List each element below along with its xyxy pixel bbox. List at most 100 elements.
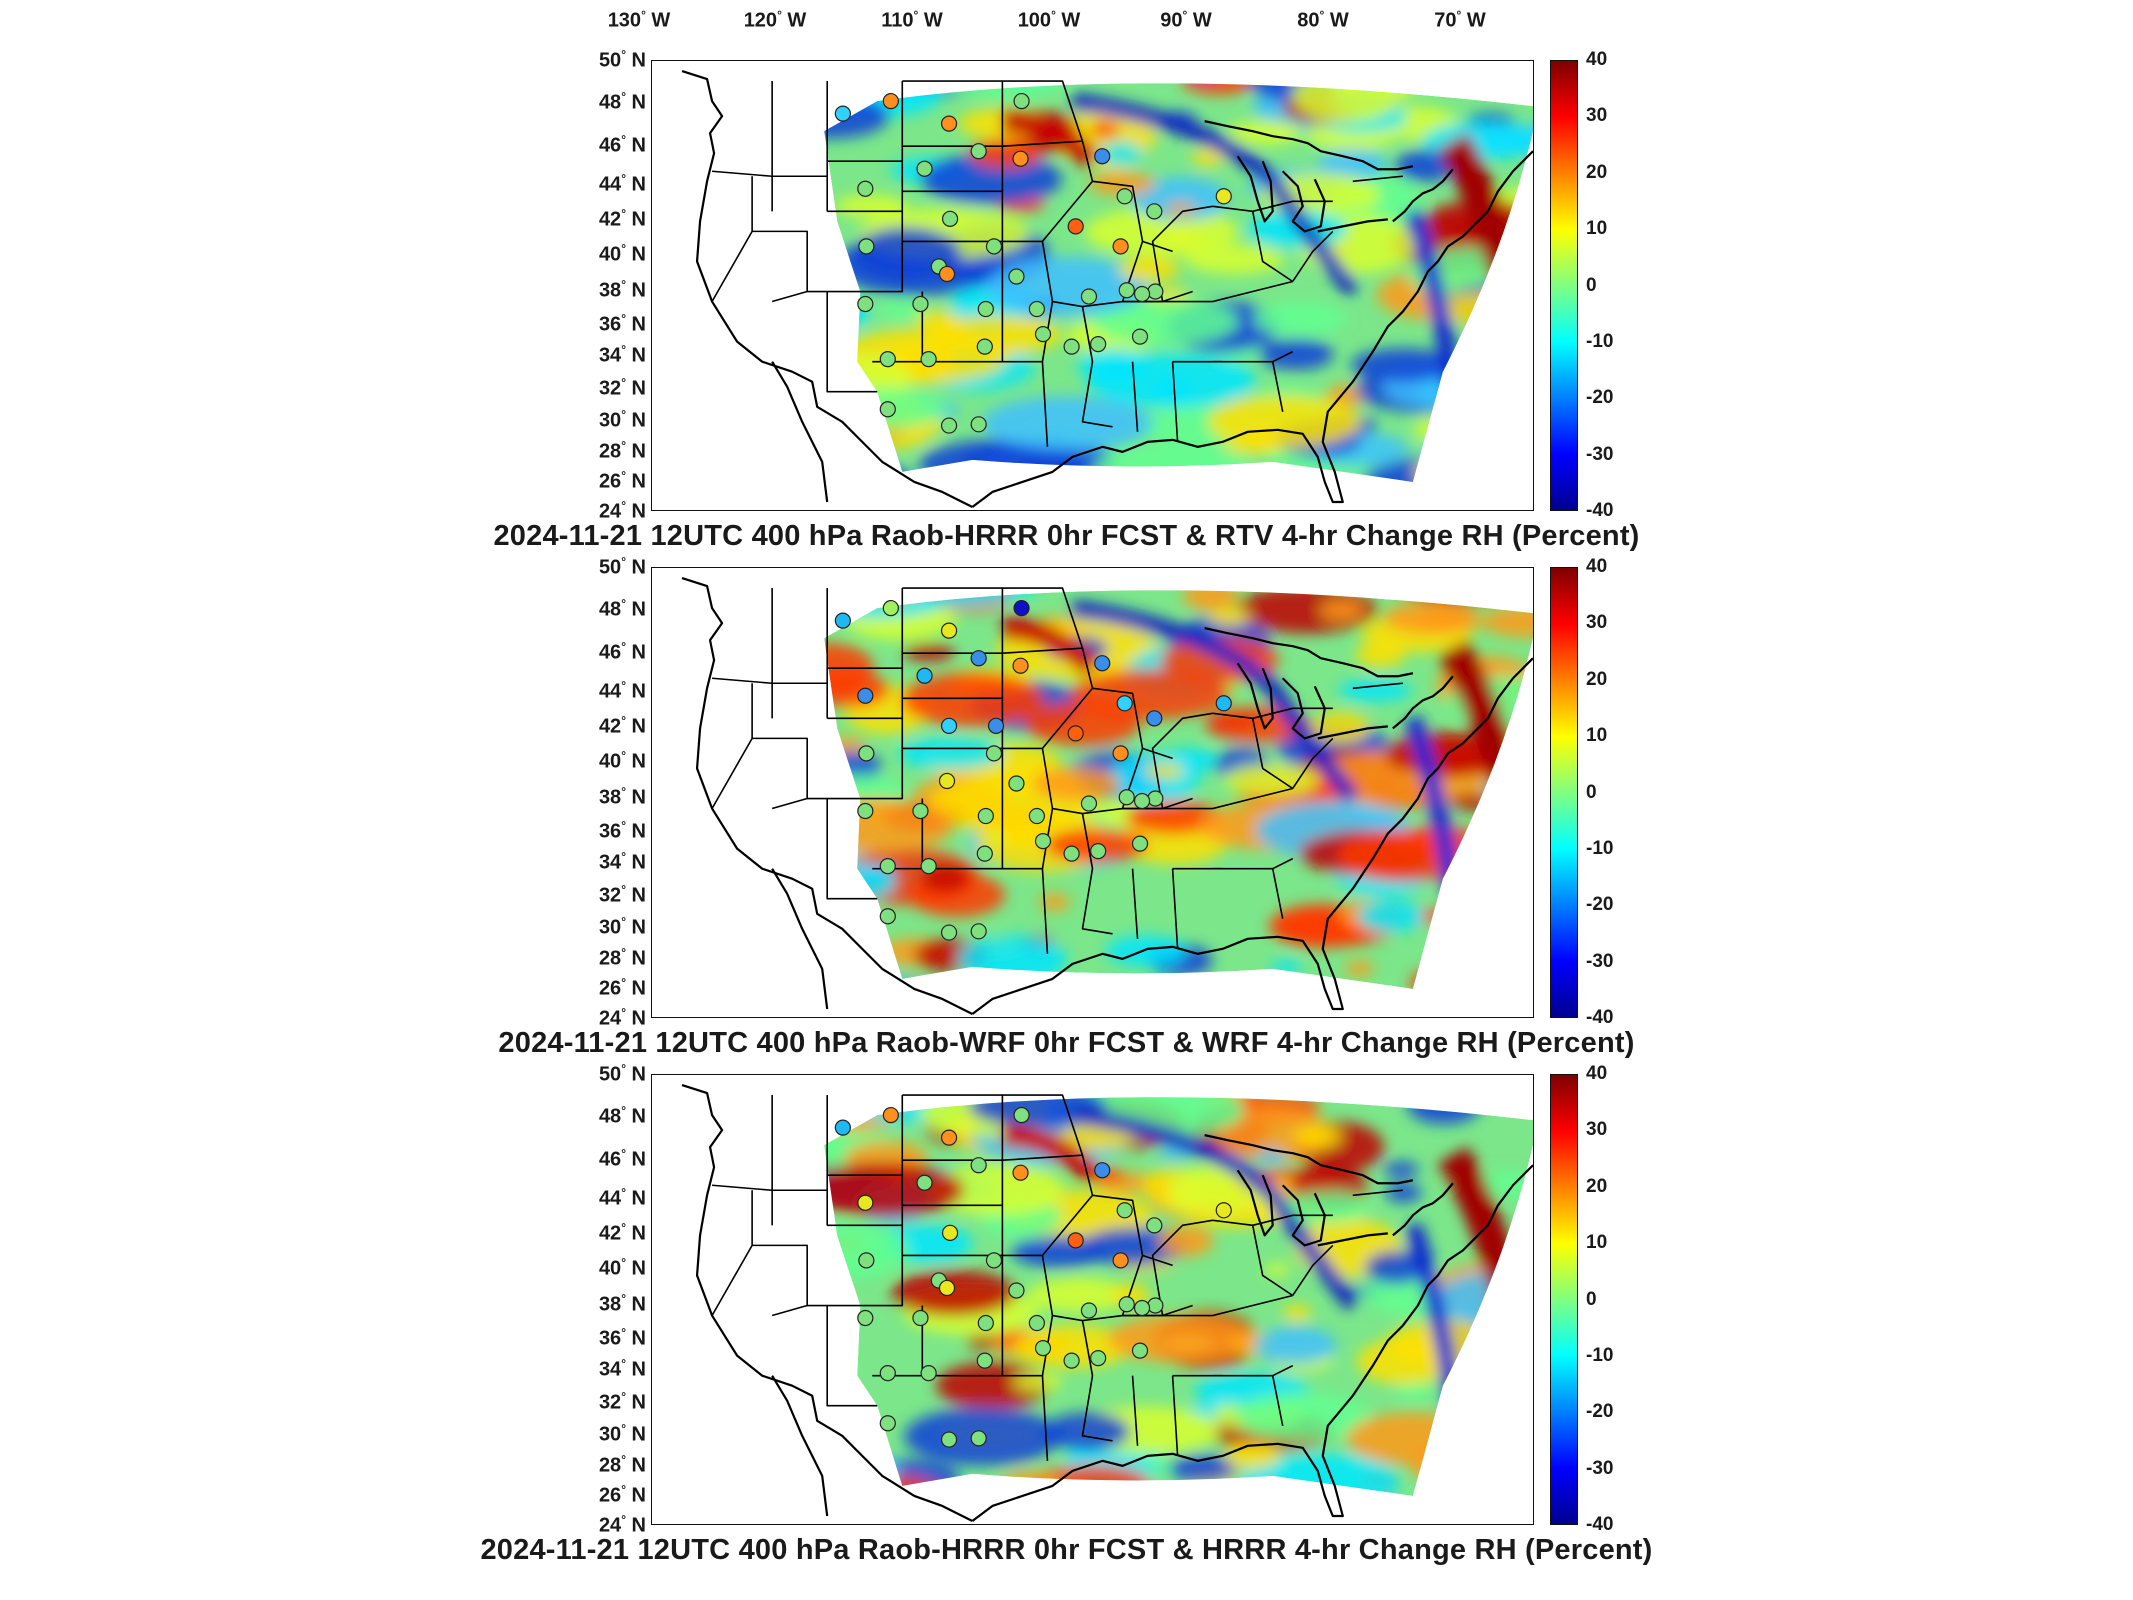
- latitude-label: 50° N: [598, 554, 646, 579]
- colorbar-tick-label: 20: [1586, 161, 1608, 183]
- latitude-label: 36° N: [598, 311, 646, 336]
- raob-station-marker: [977, 807, 994, 825]
- raob-station-marker: [858, 745, 875, 762]
- map-svg: [681, 69, 1533, 508]
- raob-station-marker: [1094, 655, 1111, 672]
- latitude-label: 26° N: [598, 468, 646, 493]
- raob-station-marker: [882, 1106, 899, 1124]
- colorbar-tick-label: -40: [1586, 500, 1614, 521]
- raob-station-marker: [1215, 1202, 1232, 1219]
- raob-station-marker: [1147, 1297, 1164, 1314]
- latitude-label: 28° N: [598, 439, 646, 463]
- raob-station-marker: [916, 160, 933, 177]
- raob-station-marker: [1034, 325, 1052, 343]
- colorbar-tick-label: 30: [1586, 1119, 1608, 1141]
- raob-station-marker: [916, 1174, 933, 1191]
- raob-station-marker: [1112, 238, 1129, 255]
- colorbar-tick-label: -10: [1586, 330, 1614, 352]
- latitude-label: 30° N: [598, 914, 646, 939]
- raob-station-marker: [1063, 1352, 1080, 1369]
- raob-station-marker: [1090, 1350, 1107, 1367]
- longitude-label: 110° W: [881, 8, 943, 32]
- raob-station-marker: [1116, 1202, 1133, 1219]
- raob-station-marker: [858, 1252, 875, 1269]
- raob-station-marker: [941, 1224, 959, 1241]
- colorbar-ticks: 40 30 20 10 0 -10 -20 -30 -40: [1586, 49, 1646, 521]
- map-panel: 50° N 48° N 46° N 44° N 42° N 40° N 38° N 36° N…: [0, 42, 2133, 554]
- latitude-label: 40° N: [598, 241, 646, 266]
- raob-station-marker: [912, 1309, 929, 1327]
- raob-station-marker: [1008, 268, 1025, 285]
- latitude-label: 24° N: [598, 498, 646, 523]
- latitude-label: 44° N: [598, 171, 646, 195]
- colorbar-tick-label: 40: [1586, 49, 1608, 70]
- longitude-label: 130° W: [607, 8, 671, 32]
- raob-station-marker: [1012, 150, 1029, 167]
- raob-station-marker: [857, 1194, 874, 1211]
- latitude-label: 34° N: [598, 1357, 646, 1381]
- raob-station-marker: [1146, 203, 1163, 220]
- raob-station-marker: [985, 1252, 1003, 1269]
- latitude-label: 44° N: [598, 678, 646, 702]
- raob-station-marker: [1008, 1282, 1025, 1299]
- longitude-label: 70° W: [1434, 8, 1486, 32]
- raob-station-marker: [920, 351, 937, 368]
- raob-station-marker: [940, 622, 958, 639]
- raob-station-marker: [985, 745, 1003, 762]
- colorbar-tick-label: -20: [1586, 894, 1614, 916]
- raob-station-marker: [920, 1365, 937, 1382]
- raob-station-marker: [858, 238, 875, 255]
- state-boundaries: [681, 1083, 1533, 1522]
- latitude-label: 40° N: [598, 748, 646, 773]
- raob-stations: [834, 1106, 1232, 1448]
- raob-station-marker: [1008, 775, 1025, 792]
- raob-station-marker: [857, 1309, 874, 1327]
- raob-station-marker: [1118, 1296, 1135, 1313]
- latitude-label: 24° N: [598, 1005, 646, 1030]
- latitude-label: 42° N: [598, 206, 646, 231]
- map-panel: 50° N 48° N 46° N 44° N 42° N 40° N 38° N 36° N…: [0, 1056, 2133, 1568]
- raob-station-marker: [1080, 795, 1098, 812]
- colorbar-ticks: 40 30 20 10 0 -10 -20 -30 -40: [1586, 556, 1646, 1028]
- latitude-label: 46° N: [598, 639, 646, 664]
- raob-station-marker: [920, 858, 937, 875]
- latitude-axis: 50° N 48° N 46° N 44° N 42° N 40° N 38° N 36° N…: [560, 48, 646, 523]
- latitude-label: 34° N: [598, 850, 646, 874]
- raob-station-marker: [940, 115, 958, 132]
- raob-station-marker: [1013, 1106, 1030, 1124]
- raob-station-marker: [1147, 283, 1164, 300]
- raob-station-marker: [1118, 282, 1135, 299]
- latitude-label: 46° N: [598, 132, 646, 157]
- raob-station-marker: [1133, 1299, 1151, 1317]
- raob-station-marker: [879, 908, 896, 925]
- latitude-label: 40° N: [598, 1255, 646, 1280]
- raob-station-marker: [940, 1129, 958, 1146]
- latitude-label: 38° N: [598, 784, 646, 809]
- latitude-label: 36° N: [598, 1325, 646, 1350]
- colorbar-tick-label: -30: [1586, 950, 1614, 972]
- raob-station-marker: [1067, 725, 1084, 742]
- latitude-label: 50° N: [598, 47, 646, 72]
- latitude-label: 24° N: [598, 1512, 646, 1537]
- raob-station-marker: [857, 687, 874, 704]
- latitude-axis: 50° N 48° N 46° N 44° N 42° N 40° N 38° N 36° N…: [560, 1062, 646, 1537]
- raob-station-marker: [1063, 338, 1080, 355]
- latitude-label: 26° N: [598, 1482, 646, 1507]
- colorbar-tick-label: -40: [1586, 1007, 1614, 1028]
- state-boundaries: [681, 576, 1533, 1015]
- raob-station-marker: [985, 238, 1003, 255]
- rh-change-map: [651, 60, 1534, 511]
- raob-station-marker: [1116, 188, 1133, 205]
- colorbar-tick-label: 40: [1586, 556, 1608, 577]
- raob-station-marker: [1028, 1314, 1045, 1332]
- colorbar-tick-label: 40: [1586, 1063, 1608, 1084]
- raob-station-marker: [1090, 336, 1107, 353]
- raob-station-marker: [834, 105, 851, 122]
- colorbar-tick-label: 20: [1586, 1175, 1608, 1197]
- raob-station-marker: [1146, 710, 1163, 727]
- raob-station-marker: [1090, 843, 1107, 860]
- colorbar: [1550, 567, 1578, 1018]
- raob-station-marker: [970, 1430, 987, 1447]
- latitude-label: 30° N: [598, 1421, 646, 1446]
- raob-station-marker: [1080, 288, 1098, 305]
